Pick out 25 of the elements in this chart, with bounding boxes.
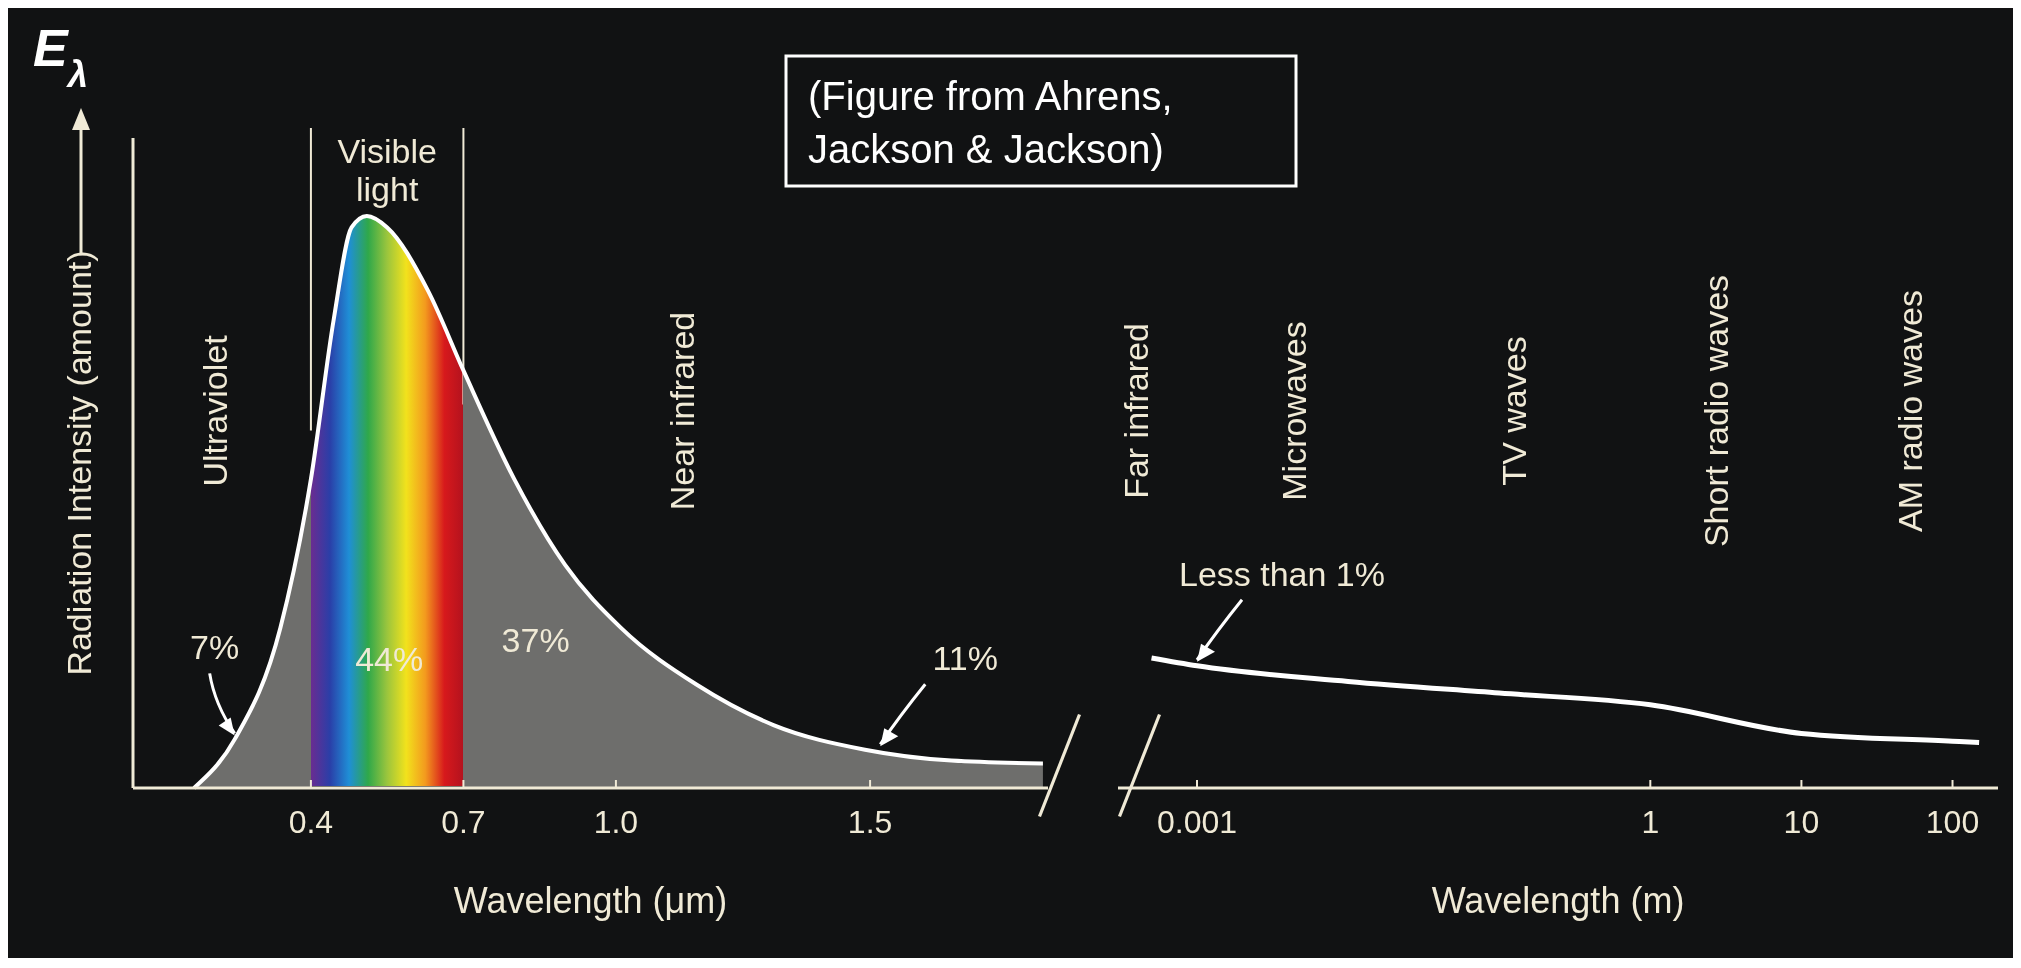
x-tick-label: 10 (1783, 804, 1820, 840)
annotation: 37% (501, 620, 570, 659)
annotation: Ultraviolet (196, 334, 235, 487)
x-tick-label: 0.7 (441, 804, 486, 840)
x-axis-title: Wavelength (m) (1431, 880, 1685, 921)
annotation: 7% (190, 628, 240, 667)
annotation: Less than 1% (1178, 554, 1386, 593)
x-axis-title: Wavelength (μm) (453, 880, 728, 921)
annotation: 11% (932, 639, 999, 678)
annotation: Near infrared (662, 311, 701, 511)
text: AM radio waves (1890, 290, 1929, 532)
text: Short radio waves (1697, 274, 1736, 548)
x-tick-label: 0.4 (288, 804, 334, 840)
text: Microwaves (1274, 321, 1313, 501)
band-label: Visible light (337, 132, 437, 208)
x-tick-label: 1.0 (593, 804, 639, 840)
x-tick-label: 100 (1925, 804, 1980, 840)
x-tick-label: 1.5 (847, 804, 893, 840)
x-tick-label: 1 (1641, 804, 1660, 840)
text: (Figure from Ahrens, Jackson & Jackson) (808, 74, 1173, 171)
y-axis-title: Radiation Intensity (amount) (60, 250, 98, 676)
text: E$_{λ}$ (33, 19, 88, 95)
text: TV waves (1494, 336, 1533, 486)
text: Far infrared (1116, 323, 1155, 499)
x-tick-label: 0.001 (1156, 804, 1238, 840)
